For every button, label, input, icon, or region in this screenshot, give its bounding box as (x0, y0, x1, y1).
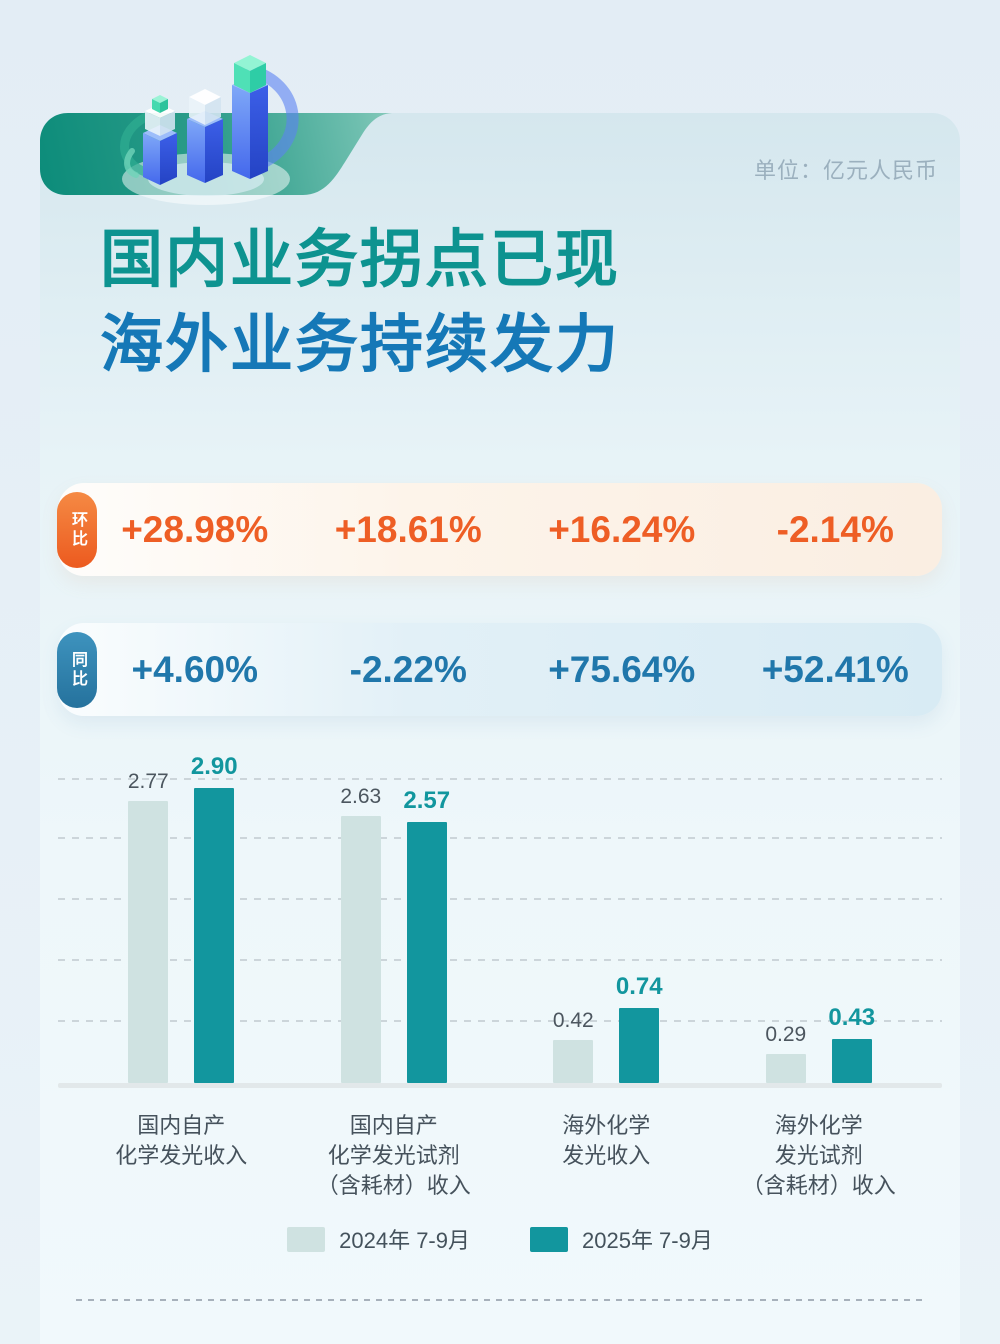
bar: 0.42 (553, 1009, 594, 1083)
chart-baseline (58, 1083, 942, 1088)
yoy-value-4: +52.41% (761, 648, 909, 690)
yoy-value-1: +4.60% (131, 648, 259, 690)
yoy-value-2: -2.22% (349, 648, 467, 690)
bar-group: 2.77 2.90 (75, 753, 288, 1083)
gridline (58, 898, 942, 900)
page-title: 国内业务拐点已现 海外业务持续发力 (100, 229, 620, 377)
legend-swatch (287, 1226, 326, 1252)
yoy-values: +4.60% -2.22% +75.64% +52.41% (58, 623, 942, 716)
category-label: 海外化学 发光收入 (562, 1113, 651, 1168)
category-label: 国内自产 化学发光试剂 （含耗材）收入 (316, 1113, 471, 1198)
unit-label: 单位：亿元人民币 (753, 158, 938, 183)
gridline (58, 778, 942, 780)
qoq-value-3: +16.24% (548, 508, 696, 550)
bar: 0.29 (765, 1023, 806, 1083)
yoy-badge: 同比 (57, 631, 97, 708)
legend-swatch (530, 1226, 568, 1252)
legend-label: 2025年 7-9月 (582, 1228, 713, 1253)
legend-label: 2024年 7-9月 (339, 1228, 470, 1253)
bar-group: 2.63 2.57 (288, 778, 501, 1083)
bar-value-label: 0.43 (828, 1004, 876, 1031)
qoq-badge: 环比 (57, 491, 97, 568)
qoq-values: +28.98% +18.61% +16.24% -2.14% (58, 483, 942, 576)
bar-value-label: 2.77 (127, 770, 169, 793)
bar: 2.90 (191, 753, 238, 1083)
category-label: 国内自产 化学发光收入 (115, 1113, 248, 1168)
content-card: 单位：亿元人民币 国内业务拐点已现 海外业务持续发力 环比 +28.98% +1… (40, 55, 960, 1344)
growth-bars-illustration (120, 55, 299, 205)
yoy-row: 同比 +4.60% -2.22% +75.64% +52.41% (57, 623, 942, 716)
bar-group: 0.29 0.43 (713, 778, 926, 1083)
chart-category-labels: 国内自产 化学发光收入 国内自产 化学发光试剂 （含耗材）收入 海外化学 发光收入 海外化学发… (58, 1111, 942, 1201)
qoq-value-1: +28.98% (121, 508, 269, 550)
legend-item: 2025年 7-9月 (530, 1223, 713, 1255)
bar-value-label: 0.42 (552, 1009, 594, 1032)
bar-value-label: 2.63 (340, 785, 382, 808)
gridline (58, 1020, 942, 1022)
gridline (58, 959, 942, 961)
gridline (58, 837, 942, 839)
bar: 0.43 (828, 1004, 875, 1083)
bar: 0.74 (616, 973, 663, 1083)
legend-item: 2024年 7-9月 (287, 1223, 470, 1255)
chart-legend: 2024年 7-9月 2025年 7-9月 (40, 1223, 960, 1255)
yoy-value-3: +75.64% (548, 648, 696, 690)
bar: 2.63 (340, 785, 381, 1083)
qoq-value-4: -2.14% (776, 508, 894, 550)
qoq-row: 环比 +28.98% +18.61% +16.24% -2.14% (57, 483, 942, 576)
qoq-value-2: +18.61% (334, 508, 482, 550)
category-label: 海外化学 发光试剂 （含耗材）收入 (741, 1113, 896, 1198)
bar-value-label: 0.74 (615, 973, 663, 1000)
page-title-line1: 国内业务拐点已现 (100, 225, 620, 295)
page-title-line2: 海外业务持续发力 (100, 310, 620, 380)
bar: 2.77 (128, 770, 169, 1083)
bar: 2.57 (403, 787, 450, 1083)
bar-value-label: 2.57 (403, 787, 451, 814)
bar-value-label: 0.29 (765, 1023, 807, 1046)
bar-value-label: 2.90 (190, 753, 238, 780)
bottom-dashed-divider (76, 1299, 924, 1301)
bar-chart-plot: 2.77 2.90 2.63 2.57 0.42 0.74 0.29 0.43 (58, 753, 942, 1083)
bar-group: 0.42 0.74 (500, 778, 713, 1083)
